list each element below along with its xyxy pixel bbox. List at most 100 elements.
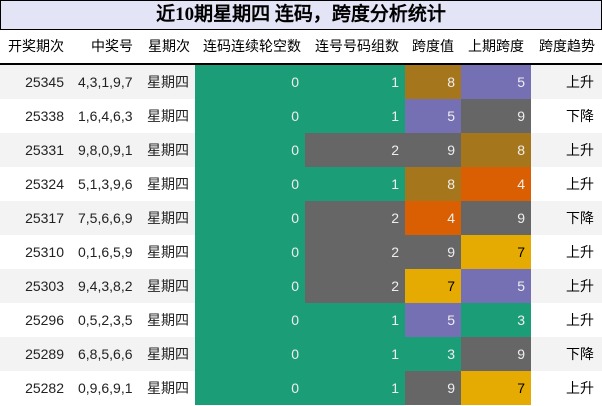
table-title: 近10期星期四 连码，跨度分析统计 (0, 0, 602, 30)
groups-cell: 2 (305, 201, 405, 235)
span-cell: 4 (405, 201, 461, 235)
groups-cell: 1 (305, 337, 405, 371)
numbers-cell: 5,1,3,9,6 (78, 176, 133, 192)
span-cell: 7 (405, 269, 461, 303)
header-prev-span: 上期跨度 (468, 38, 524, 54)
table-body: 25345 4,3,1,9,7 星期四 0 1 8 5 上升 25338 1,6,4,6,3 星期四… (0, 65, 602, 405)
weekday-cell: 星期四 (147, 142, 189, 158)
table-row: 25338 1,6,4,6,3 星期四 0 1 5 9 下降 (0, 99, 602, 133)
numbers-cell: 0,5,2,3,5 (78, 312, 133, 328)
numbers-cell: 9,8,0,9,1 (78, 142, 133, 158)
numbers-cell: 4,3,1,9,7 (78, 74, 133, 90)
issue-cell: 25282 (25, 380, 64, 396)
span-cell: 3 (405, 337, 461, 371)
lian-miss-cell: 0 (195, 99, 305, 133)
lian-miss-cell: 0 (195, 303, 305, 337)
prev-span-cell: 3 (461, 303, 531, 337)
weekday-cell: 星期四 (147, 210, 189, 226)
trend-cell: 上升 (566, 74, 594, 90)
groups-cell: 1 (305, 65, 405, 99)
groups-cell: 1 (305, 371, 405, 405)
header-numbers: 中奖号 (91, 38, 133, 54)
issue-cell: 25303 (25, 278, 64, 294)
trend-cell: 上升 (566, 380, 594, 396)
lian-miss-cell: 0 (195, 235, 305, 269)
weekday-cell: 星期四 (147, 278, 189, 294)
trend-cell: 下降 (566, 210, 594, 226)
lian-miss-cell: 0 (195, 167, 305, 201)
trend-cell: 上升 (566, 142, 594, 158)
span-cell: 5 (405, 99, 461, 133)
issue-cell: 25310 (25, 244, 64, 260)
header-groups: 连号号码组数 (315, 38, 399, 54)
prev-span-cell: 9 (461, 201, 531, 235)
prev-span-cell: 7 (461, 371, 531, 405)
lian-miss-cell: 0 (195, 269, 305, 303)
lian-miss-cell: 0 (195, 201, 305, 235)
issue-cell: 25296 (25, 312, 64, 328)
numbers-cell: 6,8,5,6,6 (78, 346, 133, 362)
prev-span-cell: 9 (461, 337, 531, 371)
groups-cell: 1 (305, 167, 405, 201)
table-row: 25289 6,8,5,6,6 星期四 0 1 3 9 下降 (0, 337, 602, 371)
table-row: 25345 4,3,1,9,7 星期四 0 1 8 5 上升 (0, 65, 602, 99)
prev-span-cell: 5 (461, 269, 531, 303)
trend-cell: 上升 (566, 176, 594, 192)
weekday-cell: 星期四 (147, 108, 189, 124)
prev-span-cell: 4 (461, 167, 531, 201)
table-row: 25310 0,1,6,5,9 星期四 0 2 9 7 上升 (0, 235, 602, 269)
lian-miss-cell: 0 (195, 337, 305, 371)
weekday-cell: 星期四 (147, 176, 189, 192)
header-lian-miss: 连码连续轮空数 (203, 38, 301, 54)
table-row: 25296 0,5,2,3,5 星期四 0 1 5 3 上升 (0, 303, 602, 337)
table-row: 25331 9,8,0,9,1 星期四 0 2 9 8 上升 (0, 133, 602, 167)
issue-cell: 25331 (25, 142, 64, 158)
issue-cell: 25289 (25, 346, 64, 362)
prev-span-cell: 7 (461, 235, 531, 269)
weekday-cell: 星期四 (147, 244, 189, 260)
groups-cell: 2 (305, 235, 405, 269)
trend-cell: 下降 (566, 346, 594, 362)
trend-cell: 下降 (566, 108, 594, 124)
weekday-cell: 星期四 (147, 312, 189, 328)
table-row: 25303 9,4,3,8,2 星期四 0 2 7 5 上升 (0, 269, 602, 303)
numbers-cell: 1,6,4,6,3 (78, 108, 133, 124)
issue-cell: 25317 (25, 210, 64, 226)
trend-cell: 上升 (566, 278, 594, 294)
trend-cell: 上升 (566, 244, 594, 260)
header-issue: 开奖期次 (8, 38, 64, 54)
numbers-cell: 9,4,3,8,2 (78, 278, 133, 294)
lian-miss-cell: 0 (195, 65, 305, 99)
lian-miss-cell: 0 (195, 371, 305, 405)
groups-cell: 1 (305, 99, 405, 133)
weekday-cell: 星期四 (147, 346, 189, 362)
table-header: 开奖期次 中奖号 星期次 连码连续轮空数 连号号码组数 跨度值 上期跨度 跨度趋… (0, 30, 602, 65)
table-row: 25317 7,5,6,6,9 星期四 0 2 4 9 下降 (0, 201, 602, 235)
groups-cell: 2 (305, 269, 405, 303)
header-trend: 跨度趋势 (539, 38, 595, 54)
numbers-cell: 0,1,6,5,9 (78, 244, 133, 260)
weekday-cell: 星期四 (147, 380, 189, 396)
issue-cell: 25345 (25, 74, 64, 90)
trend-cell: 上升 (566, 312, 594, 328)
prev-span-cell: 5 (461, 65, 531, 99)
issue-cell: 25338 (25, 108, 64, 124)
span-cell: 9 (405, 235, 461, 269)
span-cell: 8 (405, 167, 461, 201)
weekday-cell: 星期四 (147, 74, 189, 90)
lian-miss-cell: 0 (195, 133, 305, 167)
issue-cell: 25324 (25, 176, 64, 192)
prev-span-cell: 9 (461, 99, 531, 133)
numbers-cell: 7,5,6,6,9 (78, 210, 133, 226)
header-span: 跨度值 (412, 38, 454, 54)
table-row: 25324 5,1,3,9,6 星期四 0 1 8 4 上升 (0, 167, 602, 201)
span-cell: 8 (405, 65, 461, 99)
span-cell: 5 (405, 303, 461, 337)
span-cell: 9 (405, 371, 461, 405)
groups-cell: 2 (305, 133, 405, 167)
span-cell: 9 (405, 133, 461, 167)
table-row: 25282 0,9,6,9,1 星期四 0 1 9 7 上升 (0, 371, 602, 405)
header-weekday: 星期次 (148, 38, 190, 54)
prev-span-cell: 8 (461, 133, 531, 167)
numbers-cell: 0,9,6,9,1 (78, 380, 133, 396)
